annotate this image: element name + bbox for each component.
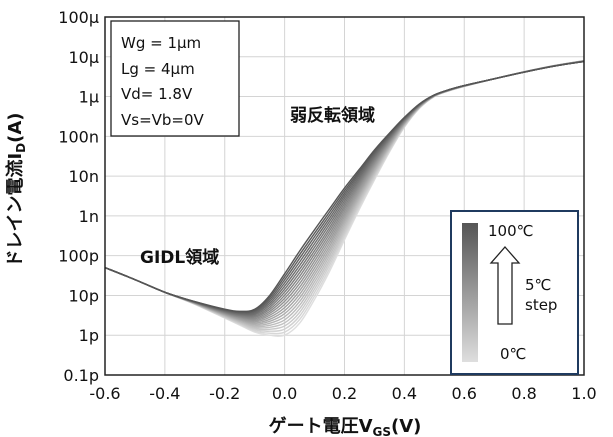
x-tick-label: 0.4: [392, 384, 417, 403]
y-tick-label: 1n: [79, 207, 99, 226]
y-axis-title: ドレイン電流ID(A): [4, 112, 28, 267]
x-axis-title-main: ゲート電圧V: [269, 415, 373, 437]
y-tick-label: 10n: [69, 167, 100, 186]
x-tick-labels: -0.6 -0.4 -0.2 0.0 0.2 0.4 0.6 0.8 1.0: [89, 384, 596, 403]
y-tick-label: 100μ: [58, 8, 99, 27]
y-tick-label: 1μ: [79, 88, 99, 107]
param-vd: Vd= 1.8V: [121, 85, 193, 103]
temperature-legend: 100℃ 5℃ step 0℃: [450, 210, 579, 375]
x-tick-label: 0.8: [511, 384, 536, 403]
annotation-subthreshold: 弱反転領域: [290, 105, 375, 126]
y-tick-label: 10p: [68, 286, 99, 305]
y-axis-title-sub: D: [14, 143, 28, 153]
y-tick-label: 1p: [79, 326, 99, 345]
param-wg: Wg = 1μm: [121, 34, 201, 52]
y-tick-label: 0.1p: [63, 366, 99, 385]
x-tick-label: 0.6: [452, 384, 477, 403]
x-axis-title-unit: (V): [391, 416, 421, 437]
up-arrow-icon: [489, 246, 521, 325]
x-tick-label: 0.0: [272, 384, 297, 403]
temperature-gradient-bar: [462, 223, 478, 362]
x-axis-title-sub: GS: [373, 425, 392, 437]
x-tick-label: -0.2: [209, 384, 240, 403]
x-tick-label: -0.4: [149, 384, 180, 403]
legend-step-value: 5℃: [525, 276, 551, 294]
annotation-gidl: GIDL領域: [140, 247, 219, 268]
legend-step-word: step: [525, 296, 557, 314]
legend-top-label: 100℃: [488, 222, 533, 240]
param-lg: Lg = 4μm: [121, 60, 195, 78]
parameter-box: Wg = 1μm Lg = 4μm Vd= 1.8V Vs=Vb=0V: [110, 20, 240, 137]
plot-frame: [104, 16, 585, 376]
y-tick-label: 10μ: [68, 48, 99, 67]
series-line-100c: [104, 60, 585, 313]
x-axis-title: ゲート電圧VGS(V): [269, 415, 422, 437]
curves: [104, 59, 585, 337]
legend-bottom-label: 0℃: [500, 345, 526, 363]
x-tick-label: 0.2: [332, 384, 357, 403]
y-tick-label: 100n: [58, 127, 99, 146]
y-tick-label: 100p: [58, 247, 99, 266]
y-axis-title-main: ドレイン電流I: [4, 153, 26, 268]
x-tick-label: -0.6: [89, 384, 120, 403]
y-axis-title-unit: (A): [5, 112, 26, 142]
x-tick-label: 1.0: [571, 384, 596, 403]
y-tick-labels: 0.1p 1p 10p 100p 1n 10n 100n 1μ 10μ 100μ: [58, 8, 99, 385]
param-vs-vb: Vs=Vb=0V: [121, 111, 205, 129]
